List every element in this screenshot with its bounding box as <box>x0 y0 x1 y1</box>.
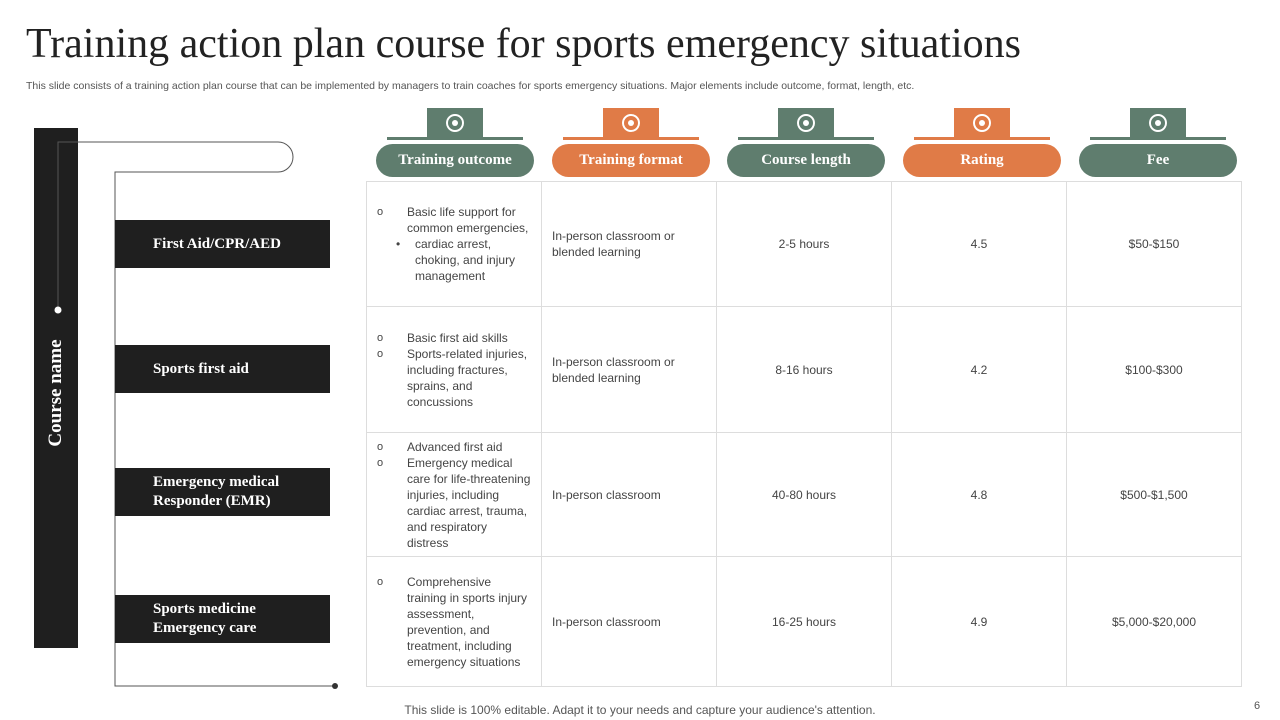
format-cell: In-person classroom or blended learning <box>541 181 717 307</box>
outcome-cell: Comprehensive training in sports injury … <box>366 556 542 687</box>
course: Sports medicine Emergency care <box>115 595 330 643</box>
outcome-item: Basic first aid skills <box>377 330 531 346</box>
outcome-item: Advanced first aid <box>377 439 531 455</box>
outcome-item: Sports-related injuries, including fract… <box>377 346 531 410</box>
length-cell: 2-5 hours <box>716 181 892 307</box>
column-icon-bar <box>1090 137 1226 140</box>
column-icon <box>603 108 659 138</box>
column-icon <box>427 108 483 138</box>
outcome-list: Basic first aid skillsSports-related inj… <box>377 330 531 410</box>
rating-cell: 4.9 <box>891 556 1067 687</box>
rating-cell: 4.5 <box>891 181 1067 307</box>
column-icon <box>954 108 1010 138</box>
outcome-item: Comprehensive training in sports injury … <box>377 574 531 670</box>
course: Emergency medical Responder (EMR) <box>115 468 330 516</box>
course: Sports first aid <box>115 345 330 393</box>
length-cell: 8-16 hours <box>716 306 892 433</box>
fee-cell: $50-$150 <box>1066 181 1242 307</box>
outcome-item: Emergency medical care for life-threaten… <box>377 455 531 551</box>
column-icon <box>778 108 834 138</box>
outcome-cell: Basic first aid skillsSports-related inj… <box>366 306 542 433</box>
column-header: Course length <box>727 144 885 177</box>
side-label: Course name <box>45 339 66 447</box>
subtitle: This slide consists of a training action… <box>26 80 915 92</box>
table: Basic life support for common emergencie… <box>366 181 1242 687</box>
outcome-list: Basic life support for common emergencie… <box>377 204 531 284</box>
column-icon-bar <box>387 137 523 140</box>
footer: This slide is 100% editable. Adapt it to… <box>404 703 876 717</box>
table-row: Basic life support for common emergencie… <box>366 181 1242 307</box>
length-cell: 40-80 hours <box>716 432 892 557</box>
outcome-item: cardiac arrest, choking, and injury mana… <box>377 236 531 284</box>
fee-cell: $5,000-$20,000 <box>1066 556 1242 687</box>
column-header: Rating <box>903 144 1061 177</box>
table-row: Basic first aid skillsSports-related inj… <box>366 306 1242 433</box>
sidebar <box>34 128 78 648</box>
outcome-cell: Basic life support for common emergencie… <box>366 181 542 307</box>
rating-cell: 4.2 <box>891 306 1067 433</box>
outcome-list: Comprehensive training in sports injury … <box>377 574 531 670</box>
format-cell: In-person classroom <box>541 556 717 687</box>
column-icon-bar <box>738 137 874 140</box>
length-cell: 16-25 hours <box>716 556 892 687</box>
column-icon-bar <box>563 137 699 140</box>
column-icon <box>1130 108 1186 138</box>
column-header: Training outcome <box>376 144 534 177</box>
format-cell: In-person classroom <box>541 432 717 557</box>
outcome-item: Basic life support for common emergencie… <box>377 204 531 236</box>
rating-cell: 4.8 <box>891 432 1067 557</box>
column-header: Training format <box>552 144 710 177</box>
fee-cell: $100-$300 <box>1066 306 1242 433</box>
format-cell: In-person classroom or blended learning <box>541 306 717 433</box>
fee-cell: $500-$1,500 <box>1066 432 1242 557</box>
page-number: 6 <box>1254 700 1261 712</box>
course: First Aid/CPR/AED <box>115 220 330 268</box>
column-header: Fee <box>1079 144 1237 177</box>
title: Training action plan course for sports e… <box>26 21 1021 67</box>
column-icon-bar <box>914 137 1050 140</box>
table-row: Comprehensive training in sports injury … <box>366 556 1242 687</box>
